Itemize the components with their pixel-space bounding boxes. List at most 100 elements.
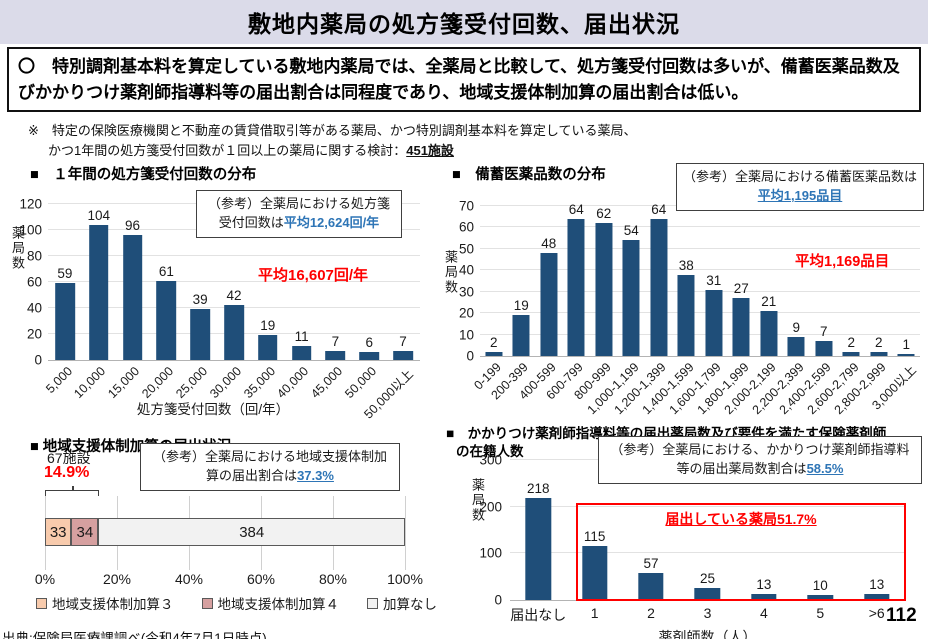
x-tick-label: 15,000 (105, 364, 143, 401)
chart2-plot: 2 0-199 19 200-399 48 400-599 64 600-799 62 800-9… (471, 202, 920, 417)
chart4-heading-line2: の在籍人数 (456, 443, 524, 459)
bar-group: 218 届出なし (510, 460, 566, 623)
bar-value-label: 39 (192, 292, 208, 308)
bar-group: 64 1,200-1,399 (612, 202, 673, 417)
bar-value-label: 42 (226, 288, 242, 304)
x-tick-label: >6 (868, 605, 885, 621)
chart3-legend: 地域支援体制加算３ 地域支援体制加算４ 加算なし (36, 593, 437, 613)
legend-swatch (367, 597, 378, 609)
bar (595, 223, 613, 356)
bar-group: 39 25,000 (173, 204, 217, 401)
y-tick-label: 0 (34, 352, 42, 368)
bar-value-label: 10 (812, 578, 828, 594)
chart1-reference-note: （参考）全薬局における処方箋受付回数は平均12,624回/年 (196, 190, 402, 238)
stacked-segment: 33 (45, 518, 72, 546)
bar-value-label: 25 (699, 571, 715, 587)
chart2-reference-note: （参考）全薬局における備蓄医薬品数は 平均1,195品目 (676, 163, 924, 211)
stacked-segment: 384 (98, 518, 405, 546)
chart4-plot: 218 届出なし 115 1 57 2 25 3 13 4 10 5 13 >6 (510, 459, 905, 623)
y-tick-label: 0 (466, 348, 474, 364)
chart1-plot: 59 5,000 104 10,000 96 15,000 61 20,000 39 25,000… (43, 203, 420, 422)
y-tick-label: 200 (479, 499, 502, 515)
bar-value-label: 57 (643, 556, 659, 572)
bar (325, 350, 346, 360)
x-tick-label: 5,000 (42, 364, 75, 397)
bar-value-label: 7 (399, 333, 407, 349)
bar (359, 352, 380, 360)
chart2-reference-text: （参考）全薬局における備蓄医薬品数は (683, 169, 918, 184)
bar (581, 546, 608, 600)
chart1-reference-text: （参考）全薬局における処方箋受付回数は (207, 196, 390, 230)
legend-label: 地域支援体制加算３ (52, 597, 174, 612)
x-tick-label: 100% (387, 571, 423, 587)
bar-group: 115 1 (566, 460, 622, 621)
y-tick-label: 10 (458, 327, 474, 343)
chart4-reference-note: （参考）全薬局における、かかりつけ薬剤師指導料等の届出薬局数割合は58.5% (598, 436, 922, 484)
chart4-highlight-box: 届出している薬局51.7% (576, 503, 906, 601)
x-tick-label: 届出なし (510, 607, 567, 623)
chart2-reference-average: 平均1,195品目 (757, 187, 843, 203)
bar-group: 57 2 (623, 460, 679, 621)
bar-value-label: 7 (331, 333, 340, 349)
bar-value-label: 48 (541, 236, 557, 252)
bar (55, 283, 75, 360)
gridline (48, 281, 420, 282)
x-tick-label: 20% (102, 571, 132, 587)
bar (622, 240, 640, 356)
gridline (480, 290, 920, 292)
bar (815, 341, 833, 356)
page-title: 敷地内薬局の処方箋受付回数、届出状況 (248, 11, 680, 37)
bar-value-label: 9 (792, 319, 801, 335)
bar-group: 13 4 (736, 460, 792, 621)
bar-group: 21 2,000-2,199 (722, 206, 783, 417)
legend-swatch (36, 597, 47, 609)
chart3-group-count: 67施設 (47, 450, 91, 466)
bar-value-label: 1 (902, 336, 911, 352)
bar-group: 7 50,000以上 (361, 204, 420, 422)
legend-item: 地域支援体制加算３ (36, 593, 174, 613)
legend-item: 地域支援体制加算４ (201, 593, 339, 613)
bar-value-label: 2 (489, 334, 498, 350)
x-tick-label: 0% (34, 571, 56, 587)
bar-group: 13 >6 (849, 460, 905, 621)
bar (88, 224, 109, 360)
bar (732, 298, 750, 356)
chart1-x-axis-title: 処方箋受付回数（回/年） (136, 402, 290, 417)
bar-series: 59 5,000 104 10,000 96 15,000 61 20,000 39 25,000… (43, 204, 420, 422)
bar (393, 350, 413, 360)
bar-group: 2 0-199 (471, 206, 508, 393)
note-line1: ※ 特定の保険医療機関と不動産の賃貸借取引等がある薬局、かつ特別調剤基本料を算定… (28, 123, 637, 138)
bar-group: 42 30,000 (207, 204, 251, 401)
bar (787, 336, 805, 356)
bar-value-label: 27 (733, 281, 749, 297)
chart1-mean-label: 平均16,607回/年 (258, 267, 369, 284)
chart1-y-axis-title: 薬局数 (10, 226, 25, 271)
bar-value-label: 104 (87, 207, 110, 223)
bar (638, 573, 664, 600)
y-tick-label: 40 (458, 262, 474, 278)
bar-group: 59 5,000 (43, 204, 82, 396)
gridline (480, 247, 920, 249)
x-tick-label: 20,000 (139, 364, 177, 401)
x-tick-label: 2 (647, 605, 655, 621)
bar-value-label: 96 (125, 218, 141, 234)
chart4-x-axis-title: 薬剤師数（人） (658, 629, 757, 639)
bar (694, 588, 721, 600)
bar-group: 64 600-799 (544, 202, 591, 402)
bar-value-label: 13 (869, 576, 885, 592)
page-number: 112 (886, 605, 917, 626)
gridline (480, 269, 920, 271)
chart4-y-ticks: 0 100 200 300 (476, 453, 506, 608)
chart2-heading: ■ 備蓄医薬品数の分布 (452, 167, 606, 183)
chart4-y-axis-title: 薬局数 (470, 478, 485, 523)
bar-value-label: 19 (260, 318, 276, 334)
gridline (510, 505, 905, 507)
source-note: 出典:保険局医療課調べ(令和4年7月1日時点) (2, 631, 267, 639)
x-tick-label: 3 (703, 605, 712, 621)
chart4-reference-text: （参考）全薬局における、かかりつけ薬剤師指導料等の届出薬局数割合は (610, 442, 910, 476)
gridline (48, 255, 420, 256)
chart3-group-percent: 14.9% (44, 464, 90, 481)
bar (224, 305, 244, 360)
bar-value-label: 64 (651, 201, 667, 217)
note-line2: かつ1年間の処方箋受付回数が１回以上の薬局に関する検討：451施設 (28, 141, 637, 161)
